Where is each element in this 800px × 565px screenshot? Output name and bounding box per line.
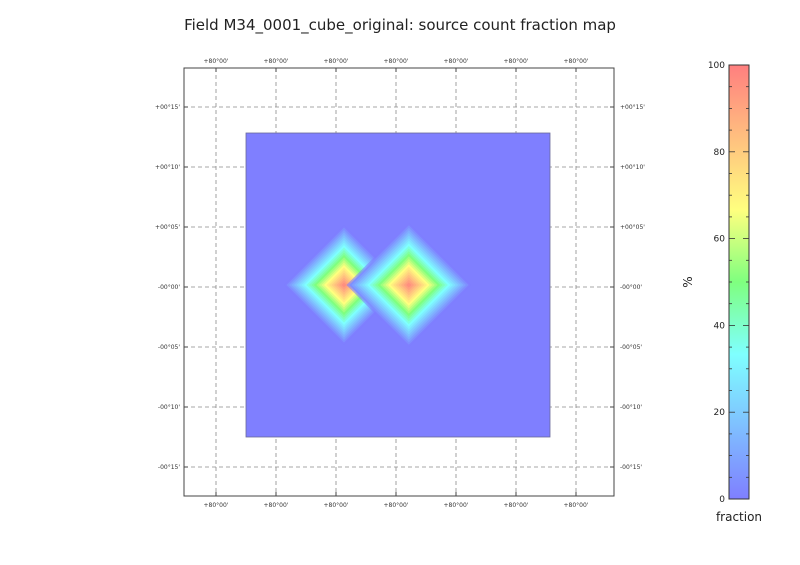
- source-contour: [406, 282, 412, 288]
- colorbar-ticks: 0 20 40 60 80 100: [708, 61, 749, 505]
- source-2: [346, 222, 472, 348]
- y-tick-label-left: +00°10': [155, 164, 180, 171]
- x-tick-label-top: +80°00': [504, 58, 529, 65]
- colorbar-label: fraction: [716, 510, 762, 524]
- x-tick-label-bottom: +80°00': [504, 502, 529, 509]
- x-tick-label-top: +80°00': [324, 58, 349, 65]
- sources-layer: [284, 222, 472, 348]
- x-tick-label-top: +80°00': [564, 58, 589, 65]
- y-tick-label-left: -00°10': [158, 404, 180, 411]
- plot-frame: [183, 67, 615, 497]
- x-tick-label-top: +80°00': [384, 58, 409, 65]
- y-tick-label-left: -00°05': [158, 344, 180, 351]
- x-tick-labels-top: +80°00' +80°00' +80°00' +80°00' +80°00' +80°0…: [204, 58, 589, 65]
- y-tick-label-right: -00°10': [620, 404, 642, 411]
- y-tick-label-right: +00°15': [620, 104, 645, 111]
- colorbar-tick-label: 80: [714, 148, 726, 158]
- colorbar-tick-label: 100: [708, 61, 725, 71]
- y-tick-label-left: +00°15': [155, 104, 180, 111]
- x-tick-label-bottom: +80°00': [444, 502, 469, 509]
- colorbar-tick-label: 40: [714, 321, 726, 331]
- y-tick-label-left: -00°00': [158, 284, 180, 291]
- colorbar: 0 20 40 60 80 100 % fraction: [681, 61, 762, 524]
- y-tick-labels-left: +00°15' +00°10' +00°05' -00°00' -00°05' -00°1…: [155, 104, 180, 471]
- y-tick-label-right: -00°00': [620, 284, 642, 291]
- colorbar-tick-label: 60: [714, 235, 726, 245]
- x-tick-label-bottom: +80°00': [204, 502, 229, 509]
- y-tick-label-right: -00°15': [620, 464, 642, 471]
- x-tick-label-bottom: +80°00': [264, 502, 289, 509]
- field-image: [245, 132, 551, 438]
- y-tick-label-right: +00°10': [620, 164, 645, 171]
- y-tick-label-right: -00°05': [620, 344, 642, 351]
- x-tick-label-bottom: +80°00': [564, 502, 589, 509]
- y-tick-labels-right: +00°15' +00°10' +00°05' -00°00' -00°05' -00°1…: [620, 104, 645, 471]
- x-tick-label-bottom: +80°00': [324, 502, 349, 509]
- source-1: [284, 225, 404, 345]
- x-tick-label-top: +80°00': [444, 58, 469, 65]
- x-tick-label-top: +80°00': [264, 58, 289, 65]
- y-tick-label-left: -00°15': [158, 464, 180, 471]
- x-tick-label-top: +80°00': [204, 58, 229, 65]
- colorbar-tick-label: 0: [719, 495, 725, 505]
- chart-title: Field M34_0001_cube_original: source cou…: [184, 16, 616, 35]
- y-tick-label-right: +00°05': [620, 224, 645, 231]
- colorbar-unit-label: %: [681, 276, 695, 287]
- source-contour: [341, 282, 347, 288]
- colorbar-tick-label: 20: [714, 408, 726, 418]
- x-tick-labels-bottom: +80°00' +80°00' +80°00' +80°00' +80°00' +80°0…: [204, 502, 589, 509]
- x-tick-label-bottom: +80°00': [384, 502, 409, 509]
- y-tick-label-left: +00°05': [155, 224, 180, 231]
